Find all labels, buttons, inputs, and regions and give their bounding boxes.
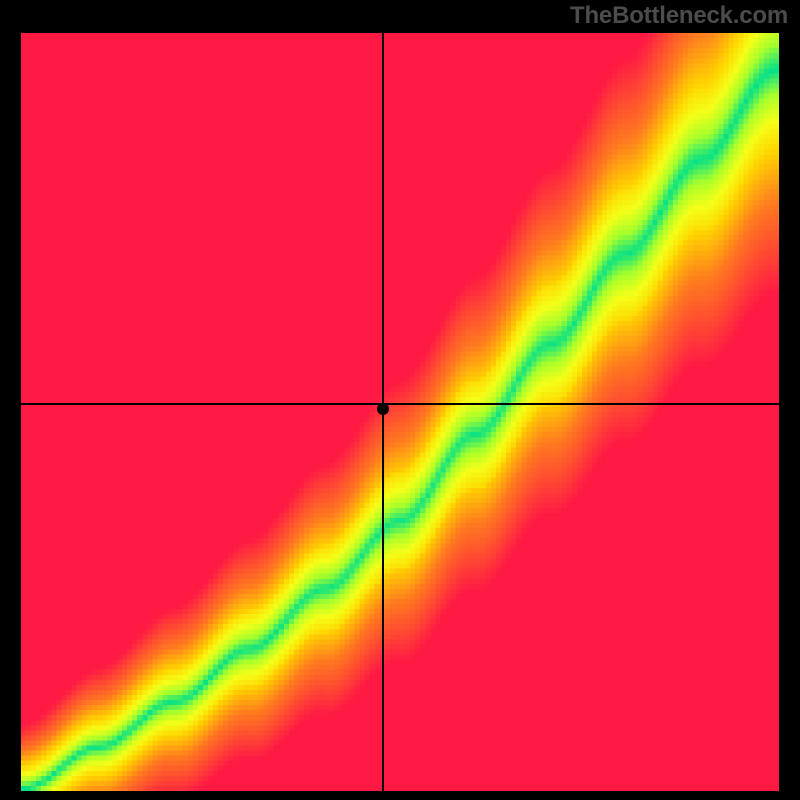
heatmap-canvas — [21, 33, 779, 791]
crosshair-marker — [377, 403, 389, 415]
attribution-text: TheBottleneck.com — [570, 2, 788, 30]
crosshair-horizontal — [21, 403, 779, 405]
heatmap-plot-area — [21, 33, 779, 791]
chart-root: TheBottleneck.com — [0, 0, 800, 800]
